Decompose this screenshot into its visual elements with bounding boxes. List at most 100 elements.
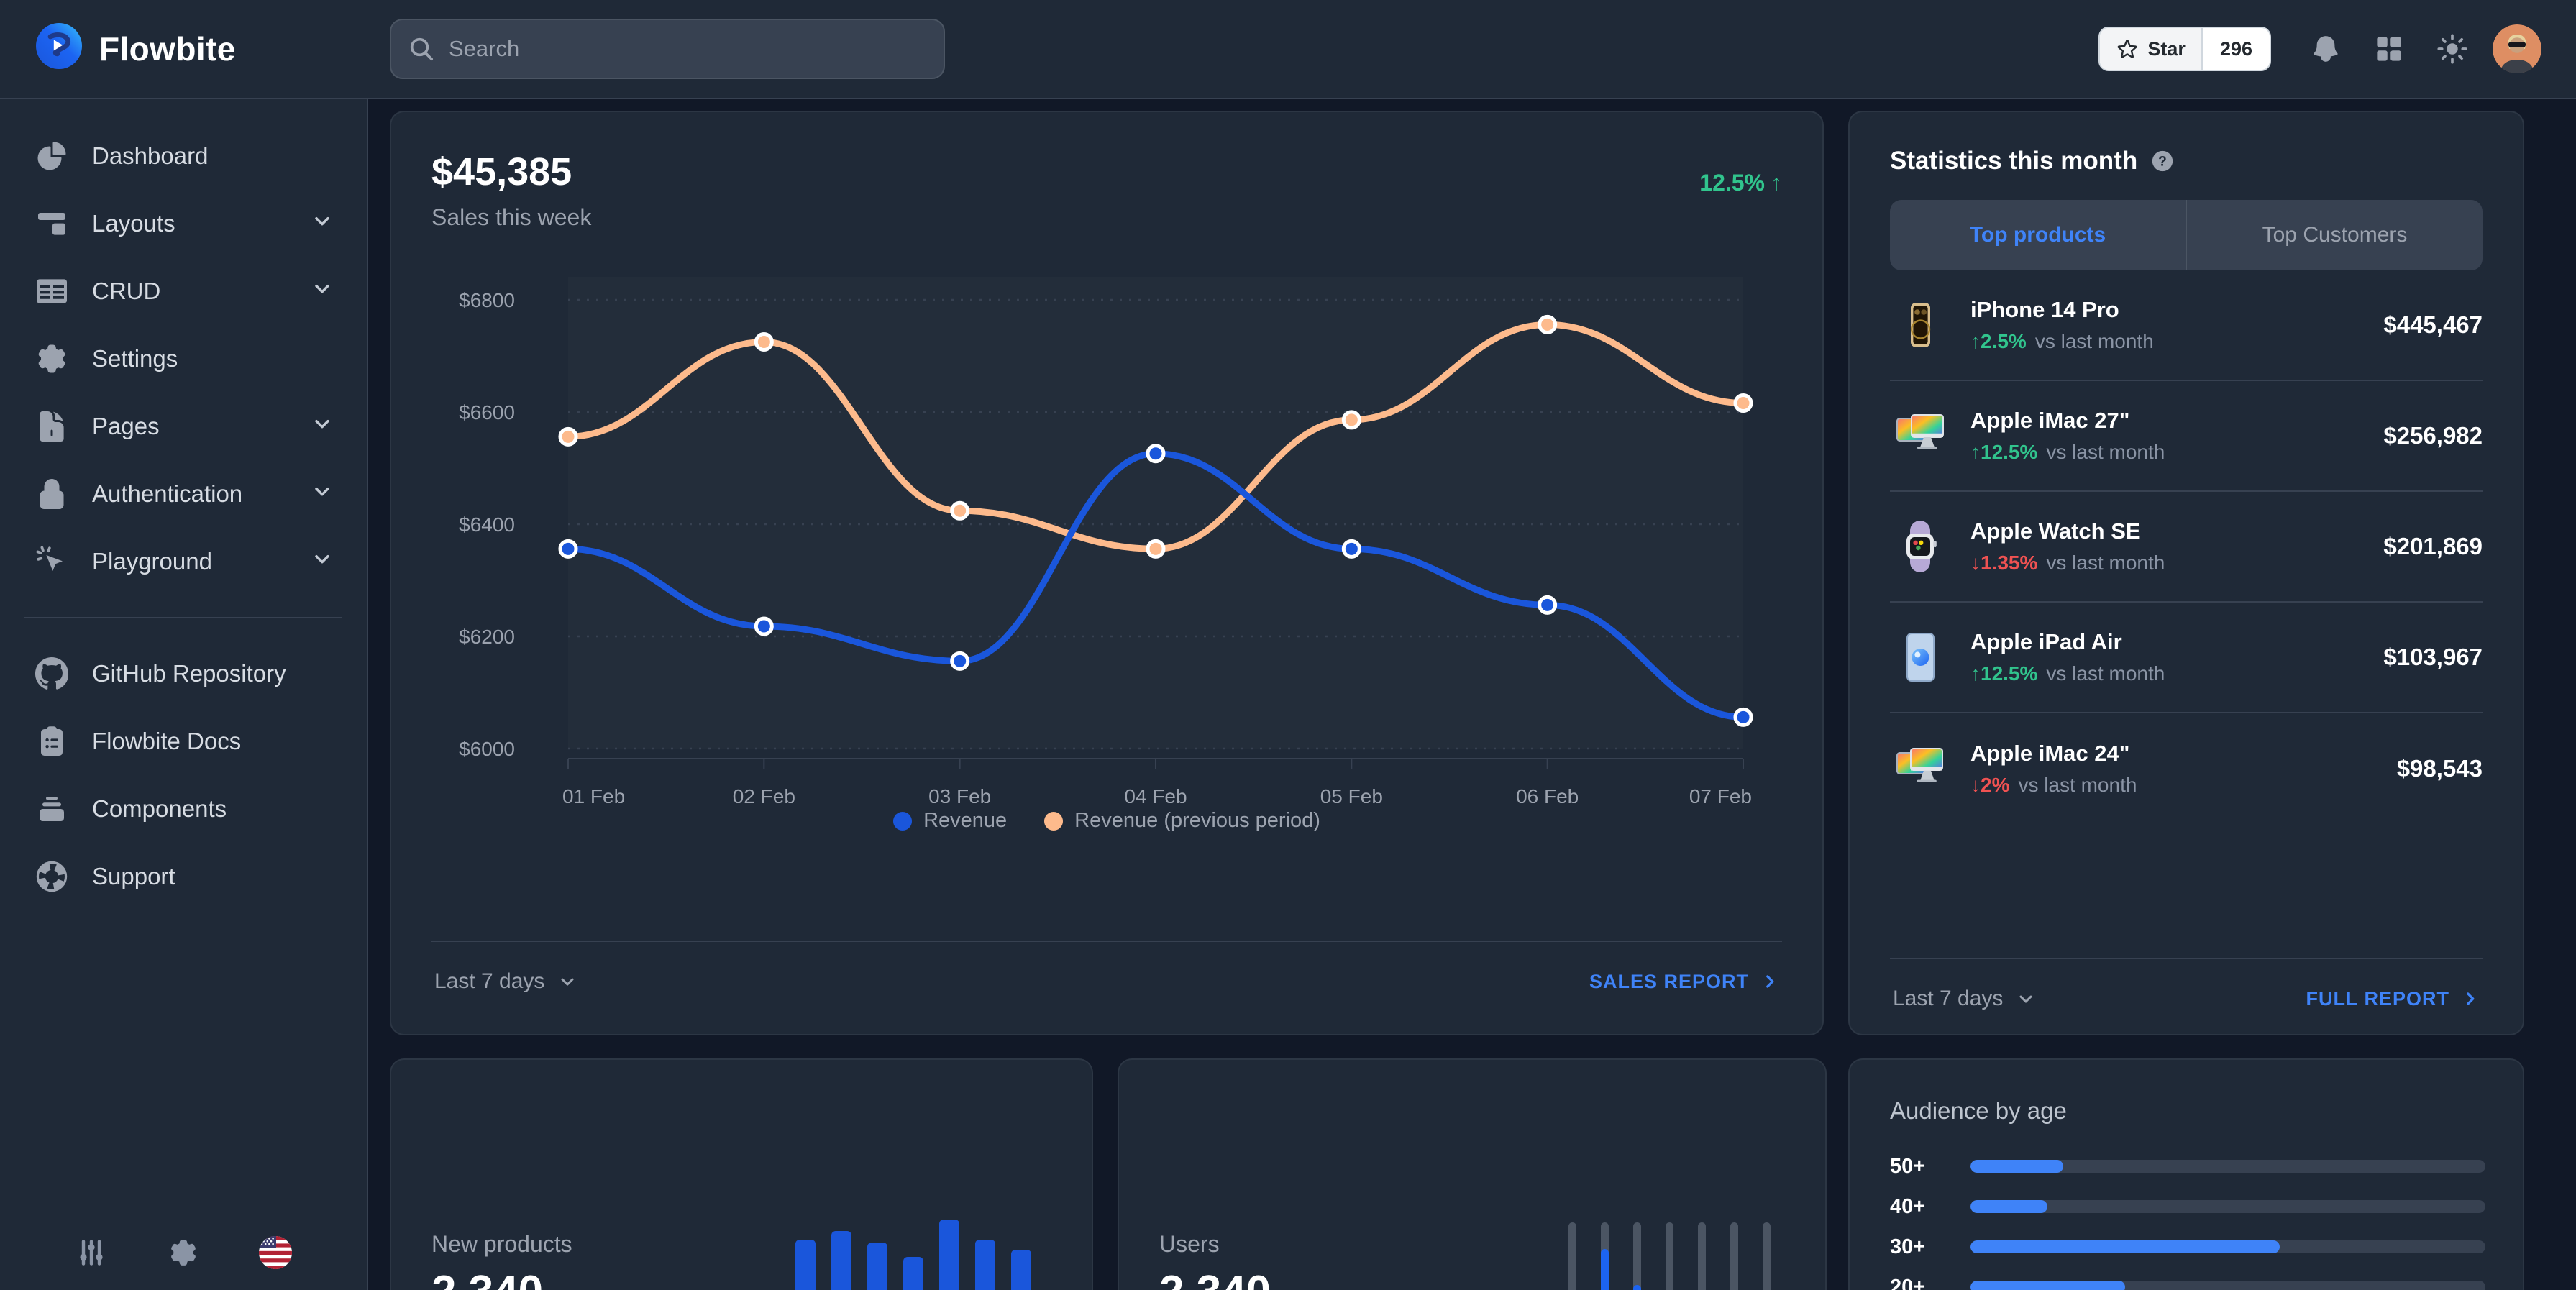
- gear-icon: [33, 340, 70, 378]
- sidebar-item-pages[interactable]: Pages: [17, 393, 350, 460]
- chevron-right-icon: [1766, 975, 1774, 988]
- sidebar-item-label: GitHub Repository: [92, 660, 286, 687]
- audience-by-age-card: Audience by age 50+ 40+ 30+ 20+: [1848, 1058, 2524, 1290]
- search-icon: [410, 37, 433, 60]
- bar: [1011, 1250, 1031, 1290]
- sidebar-item-components[interactable]: Components: [17, 775, 350, 843]
- sidebar-item-crud[interactable]: CRUD: [17, 257, 350, 325]
- sales-report-link[interactable]: SALES REPORT: [1589, 971, 1779, 993]
- date-range-dropdown[interactable]: Last 7 days: [434, 969, 577, 994]
- sidebar-item-label: Settings: [92, 345, 178, 372]
- product-change: ↓1.35%: [1970, 552, 2038, 574]
- svg-text:05 Feb: 05 Feb: [1320, 785, 1383, 803]
- statistics-card: Statistics this month ? Top products Top…: [1848, 111, 2524, 1035]
- product-change: ↑12.5%: [1970, 441, 2038, 463]
- language-flag-icon[interactable]: [258, 1235, 293, 1270]
- bar-fill: [1601, 1249, 1609, 1290]
- sidebar-item-playground[interactable]: Playground: [17, 528, 350, 595]
- svg-text:02 Feb: 02 Feb: [733, 785, 795, 803]
- star-label: Star: [2147, 37, 2186, 60]
- product-amount: $256,982: [2383, 422, 2483, 449]
- sidebar-item-label: Layouts: [92, 210, 175, 237]
- chart-pie-icon: [33, 137, 70, 175]
- clipboard-icon: [33, 723, 70, 760]
- sidebar-item-authentication[interactable]: Authentication: [17, 460, 350, 528]
- full-report-link[interactable]: FULL REPORT: [2306, 988, 2480, 1010]
- help-icon[interactable]: ?: [2150, 149, 2175, 173]
- svg-text:$6400: $6400: [459, 513, 515, 536]
- sidebar-item-label: Playground: [92, 548, 212, 575]
- apps-grid-icon: [2377, 37, 2401, 61]
- settings-gear-icon[interactable]: [166, 1235, 201, 1270]
- product-image-imac-27: [1896, 414, 1944, 449]
- sidebar-item-settings[interactable]: Settings: [17, 325, 350, 393]
- users-value: 2,340: [1159, 1266, 1387, 1290]
- bar: [939, 1220, 959, 1290]
- audience-bar-fill: [1970, 1200, 2048, 1213]
- product-change: ↓2%: [1970, 774, 2010, 796]
- revenue-line-chart: $6000 $6200 $6400 $6600 $6800 01 Feb 02 Feb 03 …: [459, 289, 1753, 803]
- sales-card-footer: Last 7 days SALES REPORT: [431, 941, 1782, 1005]
- user-avatar[interactable]: [2493, 24, 2541, 73]
- product-image-imac-24: [1896, 748, 1943, 782]
- sales-subtitle: Sales this week: [431, 204, 592, 230]
- new-products-label: New products: [431, 1231, 572, 1257]
- audience-row: 20+: [1890, 1267, 2485, 1290]
- sidebar-item-support[interactable]: Support: [17, 843, 350, 910]
- legend-item-revenue[interactable]: Revenue: [893, 809, 1007, 833]
- audience-bar-fill: [1970, 1160, 2063, 1173]
- sidebar-divider: [24, 617, 342, 618]
- apps-button[interactable]: [2372, 32, 2406, 66]
- github-star-button[interactable]: Star 296: [2098, 27, 2271, 71]
- collection-icon: [33, 790, 70, 828]
- audience-row: 50+: [1890, 1146, 2485, 1186]
- star-icon: [2118, 40, 2137, 58]
- product-row[interactable]: Apple iMac 24" ↓2% vs last month $98,543: [1890, 713, 2483, 824]
- audience-bar-fill: [1970, 1281, 2125, 1290]
- bar-track: [1633, 1222, 1641, 1290]
- sales-chart-card: $45,385 Sales this week 12.5% ↑ $6000 $620…: [390, 111, 1824, 1035]
- bar-track: [1666, 1222, 1673, 1290]
- theme-toggle-button[interactable]: [2435, 32, 2470, 66]
- chevron-down-icon: [561, 978, 574, 986]
- product-amount: $445,467: [2383, 311, 2483, 338]
- legend-dot-blue: [893, 811, 913, 831]
- bar-track: [1730, 1222, 1738, 1290]
- star-count: 296: [2201, 28, 2270, 70]
- tab-top-products[interactable]: Top products: [1969, 223, 2106, 247]
- sidebar-item-label: CRUD: [92, 278, 161, 304]
- sidebar-item-github-repository[interactable]: GitHub Repository: [17, 640, 350, 708]
- notifications-button[interactable]: [2308, 32, 2343, 66]
- product-change: ↑2.5%: [1970, 330, 2027, 352]
- product-amount: $98,543: [2396, 755, 2483, 782]
- date-range-dropdown[interactable]: Last 7 days: [1893, 987, 2036, 1011]
- product-row[interactable]: Apple iPad Air ↑12.5% vs last month $103…: [1890, 603, 2483, 713]
- chevron-down-icon: [2019, 995, 2032, 1003]
- product-row[interactable]: Apple Watch SE ↓1.35% vs last month $201…: [1890, 492, 2483, 603]
- header-actions: Star 296: [2098, 24, 2541, 73]
- statistics-header: Statistics this month ?: [1890, 147, 2483, 175]
- users-card: Users 2,340 ↑3,4% Since last month: [1118, 1058, 1827, 1290]
- product-row[interactable]: iPhone 14 Pro ↑2.5% vs last month $445,4…: [1890, 270, 2483, 381]
- sidebar-item-layouts[interactable]: Layouts: [17, 190, 350, 257]
- tab-top-customers[interactable]: Top Customers: [2186, 200, 2483, 270]
- bar: [867, 1243, 887, 1290]
- bar: [795, 1240, 816, 1290]
- legend-item-revenue-previous[interactable]: Revenue (previous period): [1044, 809, 1320, 833]
- adjustments-icon[interactable]: [74, 1235, 109, 1270]
- sidebar-item-dashboard[interactable]: Dashboard: [17, 122, 350, 190]
- layouts-icon: [33, 205, 70, 242]
- sidebar-item-label: Pages: [92, 413, 160, 439]
- brand-logo[interactable]: Flowbite: [35, 22, 236, 76]
- chevron-down-icon: [311, 412, 334, 441]
- svg-text:06 Feb: 06 Feb: [1516, 785, 1579, 803]
- statistics-card-footer: Last 7 days FULL REPORT: [1890, 958, 2483, 1023]
- life-buoy-icon: [33, 858, 70, 895]
- cursor-click-icon: [33, 543, 70, 580]
- search-input[interactable]: [390, 19, 945, 79]
- product-row[interactable]: Apple iMac 27" ↑12.5% vs last month $256…: [1890, 381, 2483, 492]
- sidebar-item-flowbite-docs[interactable]: Flowbite Docs: [17, 708, 350, 775]
- chevron-down-icon: [311, 480, 334, 508]
- brand-name: Flowbite: [99, 30, 236, 68]
